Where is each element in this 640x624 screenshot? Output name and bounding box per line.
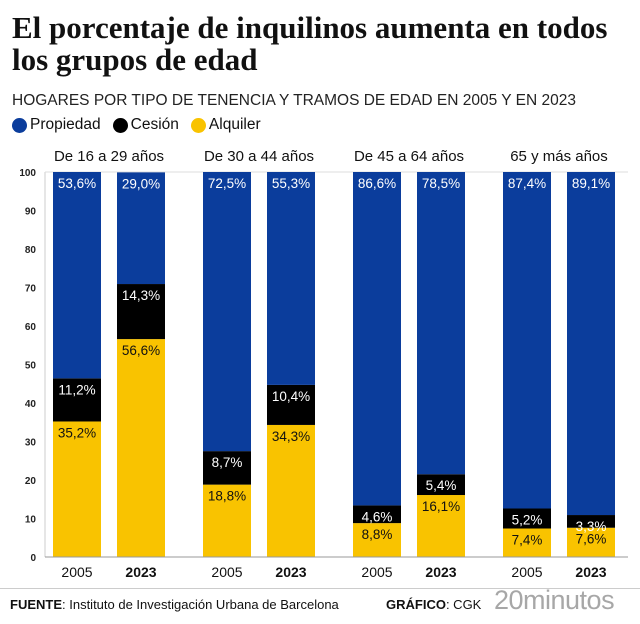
data-label: 4,6% xyxy=(362,509,393,524)
group-label: De 45 a 64 años xyxy=(354,148,464,165)
bar-segment-cesión xyxy=(353,505,401,524)
y-tick-label: 10 xyxy=(25,515,37,526)
bar-segment-alquiler xyxy=(417,495,465,557)
brand-logo: 20minutos xyxy=(494,585,615,615)
y-tick-label: 40 xyxy=(25,399,37,410)
source-text: : Instituto de Investigación Urbana de B… xyxy=(62,597,339,612)
bar-segment-propiedad xyxy=(53,172,101,379)
data-label: 10,4% xyxy=(272,389,310,404)
data-label: 8,8% xyxy=(362,527,393,542)
y-tick-label: 30 xyxy=(25,438,37,449)
legend: Propiedad Cesión Alquiler xyxy=(12,116,261,134)
data-label: 5,2% xyxy=(512,512,543,527)
data-label: 3,3% xyxy=(576,519,607,534)
y-tick-label: 100 xyxy=(19,168,36,179)
x-tick-label: 2005 xyxy=(361,564,392,580)
data-label: 56,6% xyxy=(122,343,160,358)
y-tick-label: 50 xyxy=(25,361,37,372)
bar-segment-alquiler xyxy=(53,421,101,557)
x-tick-label: 2023 xyxy=(125,564,156,580)
data-label: 86,6% xyxy=(358,176,396,191)
bar-segment-propiedad xyxy=(503,172,551,509)
data-label: 7,6% xyxy=(576,532,607,547)
data-label: 89,1% xyxy=(572,176,610,191)
legend-swatch xyxy=(190,117,206,133)
legend-label: Alquiler xyxy=(208,116,261,133)
bar-segment-propiedad xyxy=(203,172,251,452)
bar-segment-alquiler xyxy=(203,484,251,557)
data-label: 8,7% xyxy=(212,455,243,470)
data-label: 35,2% xyxy=(58,425,96,440)
bar-segment-propiedad xyxy=(117,172,165,285)
y-tick-label: 90 xyxy=(25,207,37,218)
group-label: De 16 a 29 años xyxy=(54,148,164,165)
bar-segment-propiedad xyxy=(267,172,315,385)
credit: GRÁFICO: CGK xyxy=(386,597,481,612)
credit-label: GRÁFICO xyxy=(386,597,446,612)
data-label: 16,1% xyxy=(422,499,460,514)
bar-segment-cesión xyxy=(567,515,615,528)
bar-segment-alquiler xyxy=(267,424,315,557)
x-tick-label: 2005 xyxy=(211,564,242,580)
data-label: 7,4% xyxy=(512,533,543,548)
data-label: 78,5% xyxy=(422,176,460,191)
legend-label: Cesión xyxy=(130,116,179,133)
bar-segment-cesión xyxy=(503,508,551,529)
x-tick-label: 2023 xyxy=(275,564,306,580)
bar-segment-propiedad xyxy=(417,172,465,475)
legend-item-cesion: Cesión xyxy=(112,116,179,134)
group-label: 65 y más años xyxy=(510,148,608,165)
bar-segment-alquiler xyxy=(353,523,401,557)
data-label: 29,0% xyxy=(122,176,160,191)
x-tick-label: 2023 xyxy=(575,564,606,580)
y-tick-label: 20 xyxy=(25,476,37,487)
chart-subtitle: HOGARES POR TIPO DE TENENCIA Y TRAMOS DE… xyxy=(12,92,576,109)
chart-title: El porcentaje de inquilinos aumenta en t… xyxy=(12,10,608,77)
y-tick-label: 70 xyxy=(25,284,37,295)
bar-segment-alquiler xyxy=(503,528,551,557)
legend-item-propiedad: Propiedad xyxy=(12,116,101,134)
bar-segment-cesión xyxy=(117,284,165,340)
y-tick-label: 60 xyxy=(25,322,37,333)
data-label: 14,3% xyxy=(122,288,160,303)
footer: FUENTE: Instituto de Investigación Urban… xyxy=(0,585,640,615)
bar-segment-cesión xyxy=(53,378,101,422)
data-label: 5,4% xyxy=(426,478,457,493)
y-tick-label: 80 xyxy=(25,245,37,256)
data-label: 34,3% xyxy=(272,429,310,444)
legend-swatch xyxy=(112,117,128,133)
x-tick-label: 2005 xyxy=(61,564,92,580)
y-tick-label: 0 xyxy=(30,553,36,564)
data-label: 11,2% xyxy=(58,382,95,397)
source: FUENTE: Instituto de Investigación Urban… xyxy=(10,597,339,612)
x-tick-label: 2023 xyxy=(425,564,456,580)
bar-segment-alquiler xyxy=(567,527,615,557)
group-label: De 30 a 44 años xyxy=(204,148,314,165)
source-label: FUENTE xyxy=(10,597,62,612)
bar-segment-cesión xyxy=(203,451,251,485)
data-label: 53,6% xyxy=(58,176,96,191)
data-label: 18,8% xyxy=(208,489,246,504)
data-label: 55,3% xyxy=(272,176,310,191)
data-label: 87,4% xyxy=(508,176,546,191)
bar-segment-propiedad xyxy=(353,172,401,506)
legend-swatch xyxy=(12,117,27,133)
credit-text: : CGK xyxy=(445,597,482,612)
bar-segment-alquiler xyxy=(117,339,165,557)
data-label: 72,5% xyxy=(208,176,246,191)
legend-label: Propiedad xyxy=(30,116,101,133)
x-tick-label: 2005 xyxy=(511,564,542,580)
bar-segment-cesión xyxy=(267,384,315,425)
legend-item-alquiler: Alquiler xyxy=(190,116,261,134)
bar-segment-cesión xyxy=(417,474,465,496)
bar-segment-propiedad xyxy=(567,172,615,516)
